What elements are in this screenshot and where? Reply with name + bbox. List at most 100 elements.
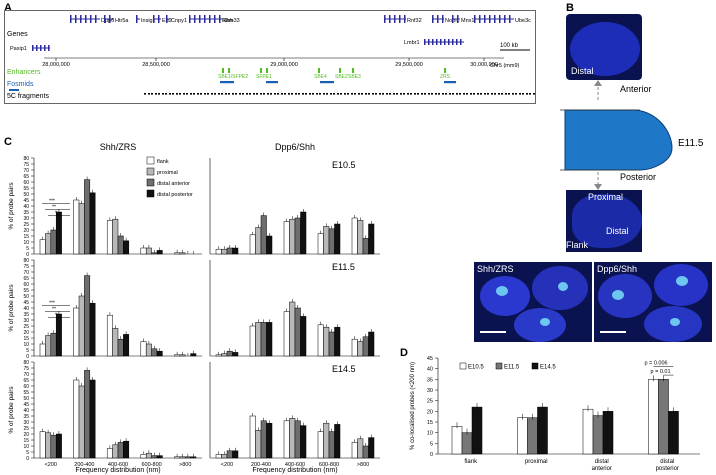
fragment [284, 93, 286, 95]
bar-distal-anterior [84, 179, 91, 255]
stage-label: E10.5 [332, 160, 356, 170]
fragment [470, 93, 472, 95]
bar-proximal [357, 341, 364, 357]
y-axis-label: % co-localised probes (<200 nm) [410, 362, 416, 450]
fragment [274, 93, 276, 95]
gene-mnx1-track: Mnx1 [452, 15, 474, 24]
bar-distal-posterior [55, 211, 62, 255]
bar-proximal [179, 456, 186, 459]
legend-label: distal posterior [157, 192, 193, 198]
shh-zrs-image-label: Shh/ZRS [477, 264, 514, 274]
bar-proximal [221, 248, 228, 255]
anterior-label: Anterior [620, 84, 652, 94]
fosmids-label: Fosmids [7, 81, 34, 88]
x-tick-label: 600-800 [319, 462, 339, 468]
y-tick-label: 10 [23, 342, 29, 348]
legend-label: E11.5 [504, 365, 520, 371]
bar-distal-posterior [55, 313, 62, 357]
x-tick-label: distal [595, 459, 609, 465]
legend-label: flank [157, 159, 169, 165]
bar-proximal [78, 385, 85, 459]
gene-label: Rnf32 [407, 18, 422, 24]
fragment [526, 93, 528, 95]
fragment [246, 93, 248, 95]
fragment [263, 93, 265, 95]
flank-label: Flank [566, 240, 589, 250]
dpp6-shh-image-label: Dpp6/Shh [597, 264, 638, 274]
y-tick-label: 40 [23, 204, 29, 210]
bar-distal-posterior [232, 247, 239, 255]
fragment [393, 93, 395, 95]
enhancer-label: ZRS [440, 74, 451, 80]
bar-flank [106, 220, 113, 255]
fragment [319, 93, 321, 95]
x-tick-label: posterior [656, 466, 679, 472]
fish-image-shh-zrs: Shh/ZRS [474, 262, 592, 342]
legend-label: proximal [157, 170, 178, 176]
bar-flank [140, 454, 147, 459]
gene-dpp6-track: Dpp6 [70, 15, 114, 24]
fragment [431, 93, 433, 95]
fragment [158, 93, 160, 95]
fragment [365, 93, 367, 95]
fragment [435, 93, 437, 95]
bar-distal-posterior [368, 223, 375, 255]
fragment [302, 93, 304, 95]
limb-image-distal: Distal [566, 14, 642, 80]
fragment [162, 93, 164, 95]
y-tick-label: 45 [23, 198, 29, 204]
significance-mark: ** [52, 205, 56, 211]
fragment [151, 93, 153, 95]
gene-label: Insig1 [141, 18, 156, 24]
bar-distal-anterior [294, 420, 301, 459]
fragment [480, 93, 482, 95]
bar-proximal [357, 220, 364, 255]
stage-label: E11.5 [332, 262, 355, 272]
bar-E14.5 [602, 411, 614, 455]
bar-proximal [357, 438, 364, 459]
fragment-track [144, 93, 535, 95]
bar-distal-posterior [123, 334, 130, 357]
fragment [456, 93, 458, 95]
bar-distal-posterior [266, 422, 273, 459]
bar-proximal [78, 295, 85, 357]
y-tick-label: 30 [23, 318, 29, 324]
fragment [186, 93, 188, 95]
bar-distal-anterior [294, 307, 301, 357]
bar-E11.5 [461, 432, 473, 455]
bar-E11.5 [592, 415, 604, 455]
enhancer-mark [260, 68, 262, 73]
x-tick-label: <200 [45, 462, 57, 468]
bar-distal-posterior [300, 316, 307, 357]
bar-E10.5 [582, 408, 594, 455]
bar-proximal [323, 226, 330, 255]
p-value-label: p = 0.006 [645, 361, 668, 367]
gene-cnpy1-track: Cnpy1 [166, 15, 187, 24]
p-value-label: p = 0.01 [651, 369, 671, 375]
y-tick-label: 50 [23, 294, 29, 300]
y-tick-label: 40 [23, 408, 29, 414]
bar-flank [73, 379, 80, 459]
fragments-label: 5C fragments [7, 93, 50, 100]
fragment [204, 93, 206, 95]
bar-E14.5 [537, 406, 548, 455]
frequency-distribution-chart: Shh/ZRS Dpp6/Shh0510152025303540455055606… [8, 142, 380, 474]
significance-mark: * [55, 211, 57, 217]
bar-proximal [112, 328, 119, 357]
fragment [242, 93, 244, 95]
bar-distal-posterior [55, 433, 62, 459]
x-tick-label: 200-400 [74, 462, 94, 468]
y-tick-label: 15 [427, 420, 433, 426]
fragment [295, 93, 297, 95]
bar-distal-posterior [266, 322, 273, 357]
fragment [533, 93, 535, 95]
x-tick-label: >800 [179, 462, 191, 468]
bar-flank [106, 448, 113, 459]
y-tick-label: 65 [23, 276, 29, 282]
bar-distal-posterior [156, 350, 163, 357]
bar-distal-anterior [362, 445, 369, 459]
fragment [148, 93, 150, 95]
bar-distal-anterior [151, 348, 158, 357]
fragment [309, 93, 311, 95]
enhancer-mark [318, 68, 320, 73]
